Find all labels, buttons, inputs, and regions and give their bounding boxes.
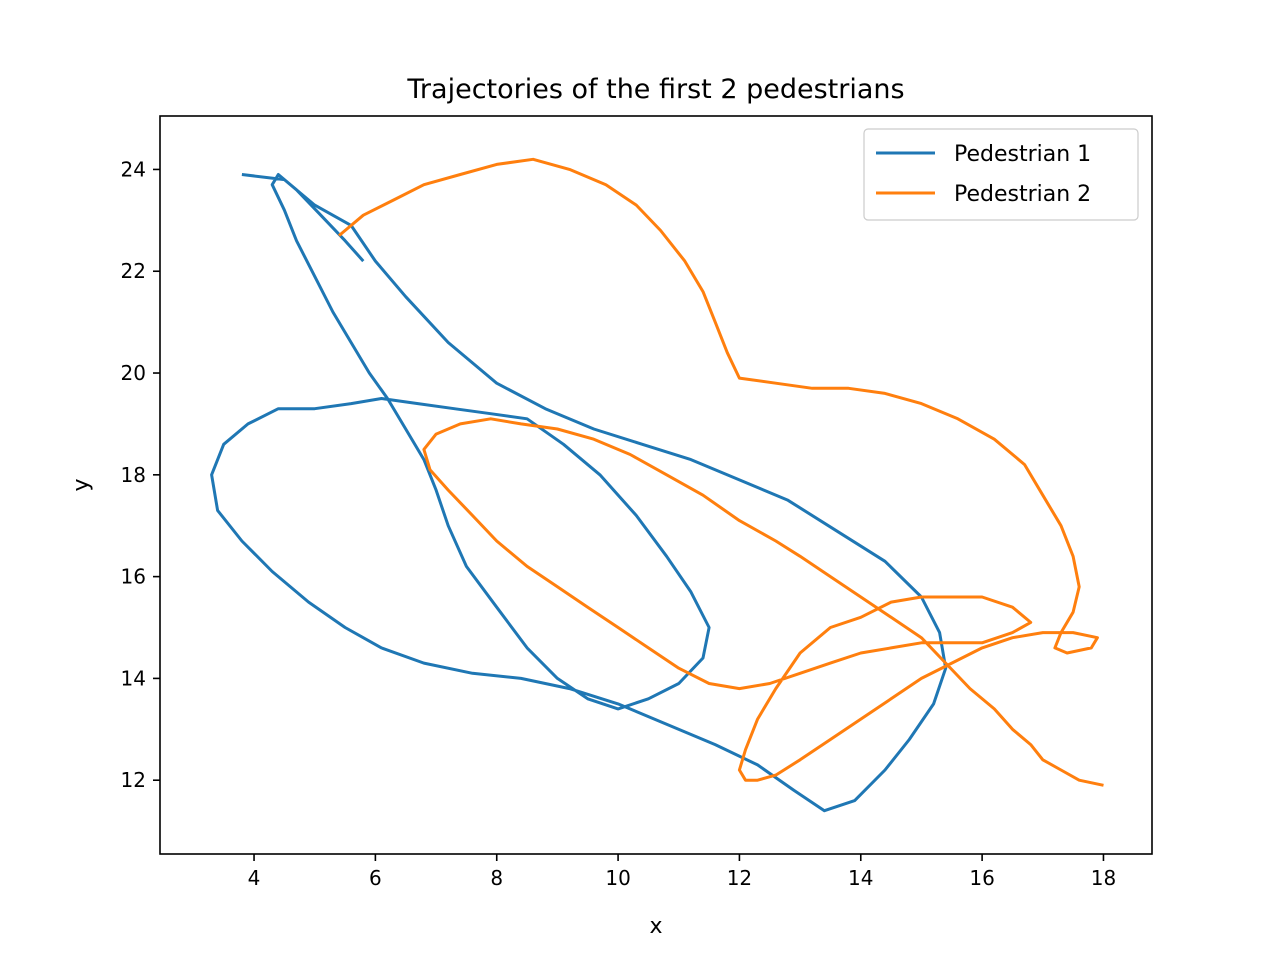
y-axis-label: y <box>69 478 94 491</box>
y-tick-label: 16 <box>121 565 146 589</box>
x-tick-label: 18 <box>1091 866 1116 890</box>
plot-frame <box>159 115 1153 855</box>
x-axis-ticks: 4 6 8 10 12 14 16 18 <box>248 854 1116 890</box>
series-line-pedestrian-1 <box>210 173 948 813</box>
x-axis-label: x <box>649 914 662 939</box>
legend-label-pedestrian-2: Pedestrian 2 <box>954 182 1091 207</box>
legend-label-pedestrian-1: Pedestrian 1 <box>954 142 1091 167</box>
y-tick-label: 12 <box>121 768 146 792</box>
y-tick-label: 24 <box>121 157 146 181</box>
y-axis-ticks: 12 14 16 18 20 22 24 <box>121 157 160 792</box>
y-tick-label: 14 <box>121 666 146 690</box>
x-tick-label: 10 <box>605 866 630 890</box>
series-group <box>210 157 1104 813</box>
legend: Pedestrian 1 Pedestrian 2 <box>863 128 1139 221</box>
x-tick-label: 14 <box>848 866 873 890</box>
y-tick-label: 20 <box>121 361 146 385</box>
y-tick-label: 22 <box>121 259 146 283</box>
x-tick-label: 4 <box>248 866 261 890</box>
chart-title: Trajectories of the first 2 pedestrians <box>406 74 904 105</box>
x-tick-label: 6 <box>369 866 382 890</box>
series-line-pedestrian-2 <box>338 157 1104 787</box>
x-tick-label: 8 <box>490 866 503 890</box>
y-tick-label: 18 <box>121 463 146 487</box>
x-tick-label: 12 <box>727 866 752 890</box>
x-tick-label: 16 <box>969 866 994 890</box>
